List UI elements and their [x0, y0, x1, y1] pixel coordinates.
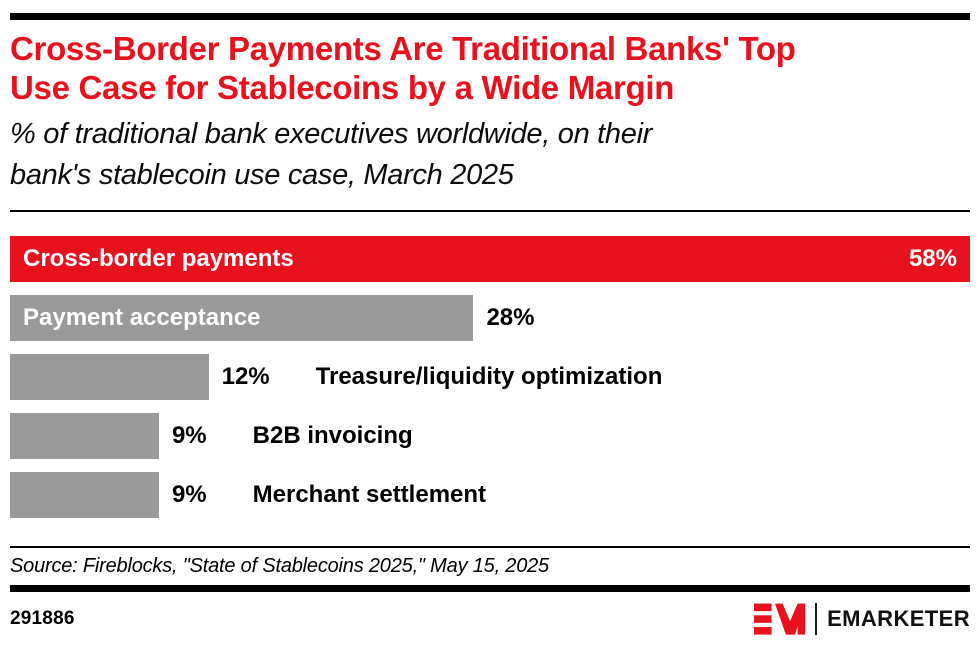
page-title: Cross-Border Payments Are Traditional Ba…	[10, 29, 970, 107]
subtitle-line-2: bank's stablecoin use case, March 2025	[10, 159, 514, 191]
bar-value: 12%	[221, 363, 270, 390]
bar-label: B2B invoicing	[252, 422, 413, 449]
subtitle-line-1: % of traditional bank executives worldwi…	[10, 118, 653, 150]
logo-divider	[815, 603, 818, 635]
header-divider	[10, 210, 970, 212]
title-line-2: Use Case for Stablecoins by a Wide Margi…	[10, 69, 675, 106]
bottom-rule	[10, 585, 970, 592]
bar-label: Merchant settlement	[252, 481, 487, 508]
bar-value: 9%	[171, 422, 207, 449]
bar-row: Cross-border payments 58%	[10, 236, 970, 282]
source-note: Source: Fireblocks, "State of Stablecoin…	[10, 555, 549, 577]
bar-value: 9%	[171, 481, 207, 508]
page-subtitle: % of traditional bank executives worldwi…	[10, 114, 970, 196]
bar-row: Payment acceptance 28%	[10, 295, 970, 341]
bar-row: 9% Merchant settlement	[10, 472, 970, 518]
footer-row: 291886 EMARKETER	[10, 601, 970, 637]
emarketer-logo: EMARKETER	[754, 602, 970, 637]
bar	[10, 413, 159, 459]
bar: Payment acceptance	[10, 295, 474, 341]
bar-label: Treasure/liquidity optimization	[315, 363, 663, 390]
bar-row: 12% Treasure/liquidity optimization	[10, 354, 970, 400]
bar: Cross-border payments 58%	[10, 236, 970, 282]
bar	[10, 472, 159, 518]
bar-chart: Cross-border payments 58% Payment acceptan…	[10, 236, 970, 518]
chart-id: 291886	[10, 608, 75, 629]
bar-value: 58%	[908, 245, 957, 272]
em-logo-icon	[754, 603, 806, 635]
bar-label: Cross-border payments	[23, 245, 294, 272]
bar-label: Payment acceptance	[23, 304, 261, 331]
bar-row: 9% B2B invoicing	[10, 413, 970, 459]
bar	[10, 354, 209, 400]
brand-wordmark: EMARKETER	[827, 606, 970, 631]
top-rule	[10, 13, 970, 20]
bar-value: 28%	[486, 304, 535, 331]
chart-page: Cross-Border Payments Are Traditional Ba…	[0, 13, 980, 653]
title-line-1: Cross-Border Payments Are Traditional Ba…	[10, 30, 796, 67]
source-divider	[10, 546, 970, 548]
